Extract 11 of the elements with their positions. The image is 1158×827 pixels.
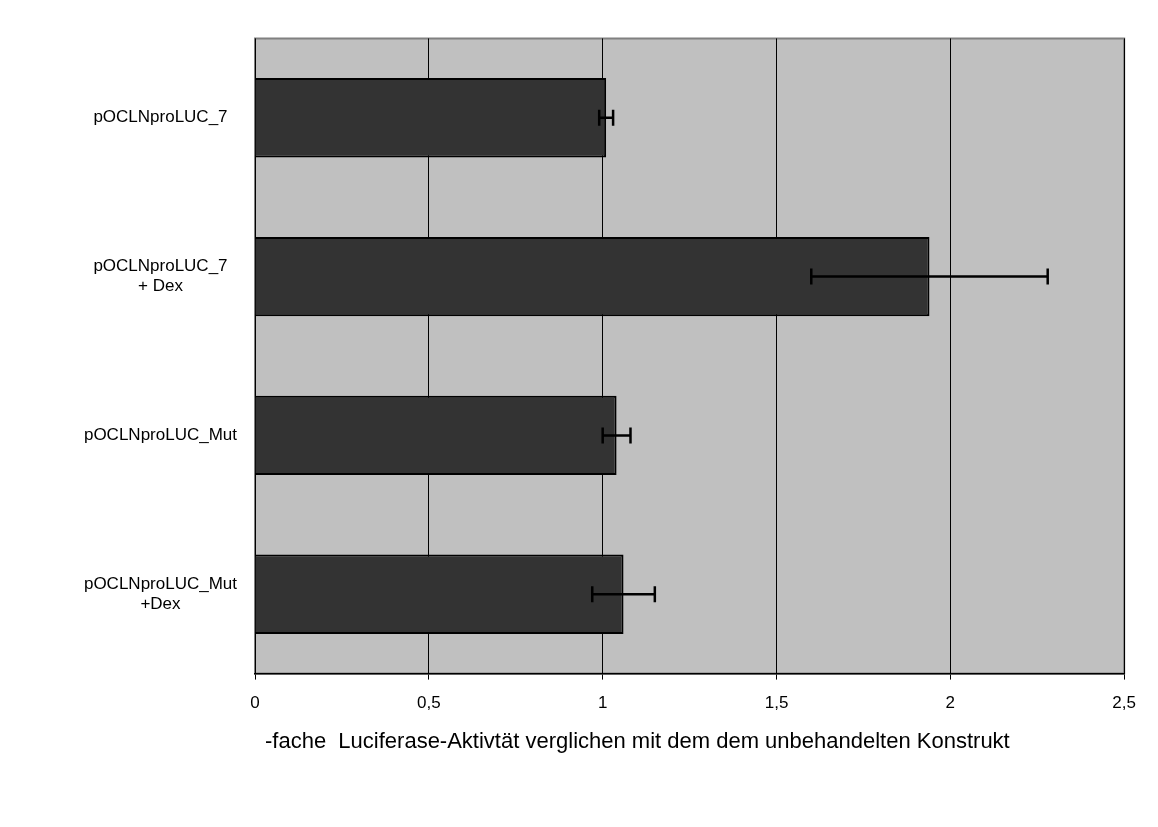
- x-tick-label: 2: [945, 693, 956, 713]
- x-tick-label: 1: [597, 693, 608, 713]
- y-tick-label: pOCLNproLUC_7: [93, 107, 228, 127]
- x-tick-label: 0,5: [417, 693, 441, 713]
- x-tick-label: 0: [250, 693, 260, 713]
- y-tick-label: pOCLNproLUC_Mut: [83, 425, 238, 445]
- x-tick-label: 1,5: [764, 693, 789, 713]
- x-axis-title: -fache Luciferase-Aktivtät verglichen mit dem dem unbehandelten Konstrukt: [265, 727, 1011, 755]
- y-tick-label: pOCLNproLUC_7 + Dex: [93, 256, 228, 296]
- y-tick-label: pOCLNproLUC_Mut +Dex: [83, 573, 238, 614]
- x-tick-label: 2,5: [1112, 693, 1136, 713]
